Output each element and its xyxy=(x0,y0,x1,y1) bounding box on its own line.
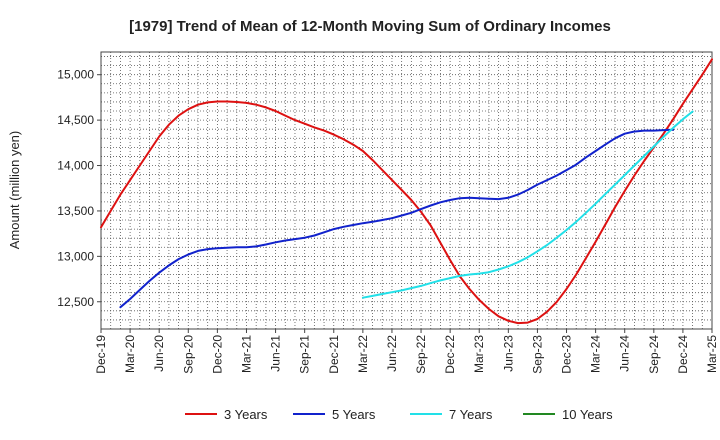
legend-label-7-years: 7 Years xyxy=(449,407,493,422)
chart-title: [1979] Trend of Mean of 12-Month Moving … xyxy=(129,18,611,35)
series-line-5-years xyxy=(119,128,675,309)
legend: 3 Years 5 Years 7 Years 10 Years xyxy=(185,407,613,422)
x-tick-label: Sep-24 xyxy=(647,335,661,374)
x-tick-label: Mar-21 xyxy=(239,335,253,373)
x-tick-label: Dec-19 xyxy=(94,335,108,374)
x-tick-label: Dec-20 xyxy=(210,335,224,374)
gridlines xyxy=(101,52,712,329)
x-tick-label: Mar-23 xyxy=(472,335,486,373)
series-line-7-years xyxy=(361,110,694,299)
x-tick-label: Mar-20 xyxy=(123,335,137,373)
x-tick-label: Dec-23 xyxy=(560,335,574,374)
y-axis-ticks: 12,500 13,000 13,500 14,000 14,500 15,000 xyxy=(57,68,101,309)
x-tick-label: Sep-20 xyxy=(181,335,195,374)
x-tick-label: Jun-21 xyxy=(269,335,283,372)
plot-area-border xyxy=(100,51,713,330)
legend-label-10-years: 10 Years xyxy=(562,407,613,422)
x-tick-label: Dec-21 xyxy=(327,335,341,374)
y-axis-label: Amount (million yen) xyxy=(7,131,22,250)
x-tick-label: Jun-20 xyxy=(152,335,166,372)
x-tick-label: Dec-22 xyxy=(443,335,457,374)
x-tick-label: Sep-21 xyxy=(298,335,312,374)
legend-label-3-years: 3 Years xyxy=(224,407,268,422)
x-tick-label: Mar-22 xyxy=(356,335,370,373)
x-axis-ticks: Dec-19 Mar-20 Jun-20 Sep-20 Dec-20 Mar-21 Jun-… xyxy=(94,329,719,374)
x-tick-label: Mar-25 xyxy=(705,335,719,373)
y-tick-label: 13,000 xyxy=(57,249,94,263)
x-tick-label: Sep-23 xyxy=(530,335,544,374)
y-tick-label: 12,500 xyxy=(57,295,94,309)
series-line-3-years xyxy=(100,58,713,325)
y-tick-label: 15,000 xyxy=(57,68,94,82)
x-tick-label: Jun-24 xyxy=(618,335,632,372)
x-tick-label: Dec-24 xyxy=(676,335,690,374)
x-tick-label: Jun-22 xyxy=(385,335,399,372)
y-tick-label: 14,000 xyxy=(57,159,94,173)
y-tick-label: 14,500 xyxy=(57,113,94,127)
y-tick-label: 13,500 xyxy=(57,204,94,218)
x-tick-label: Sep-22 xyxy=(414,335,428,374)
x-tick-label: Jun-23 xyxy=(501,335,515,372)
series-layer xyxy=(100,58,713,325)
x-tick-label: Mar-24 xyxy=(589,335,603,373)
legend-label-5-years: 5 Years xyxy=(332,407,376,422)
